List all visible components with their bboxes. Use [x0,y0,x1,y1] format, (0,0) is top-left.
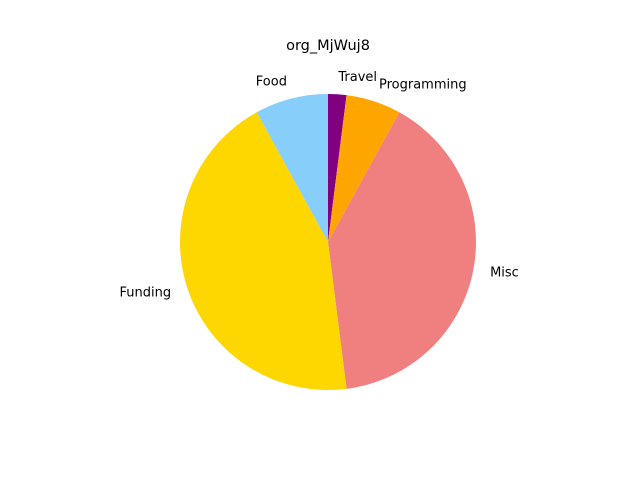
pie-slice-food [256,94,328,242]
slice-label-misc: Misc [490,265,519,280]
pie-slice-misc [328,112,476,389]
pie-slices [180,94,476,390]
pie-slice-funding [180,112,347,390]
slice-label-food: Food [256,75,287,90]
slice-label-travel: Travel [337,70,377,85]
pie-slice-programming [328,95,400,242]
slice-label-programming: Programming [379,78,467,93]
slice-label-funding: Funding [119,285,171,300]
pie-slice-travel [328,94,347,242]
chart-title: org_MjWuj8 [286,38,370,54]
